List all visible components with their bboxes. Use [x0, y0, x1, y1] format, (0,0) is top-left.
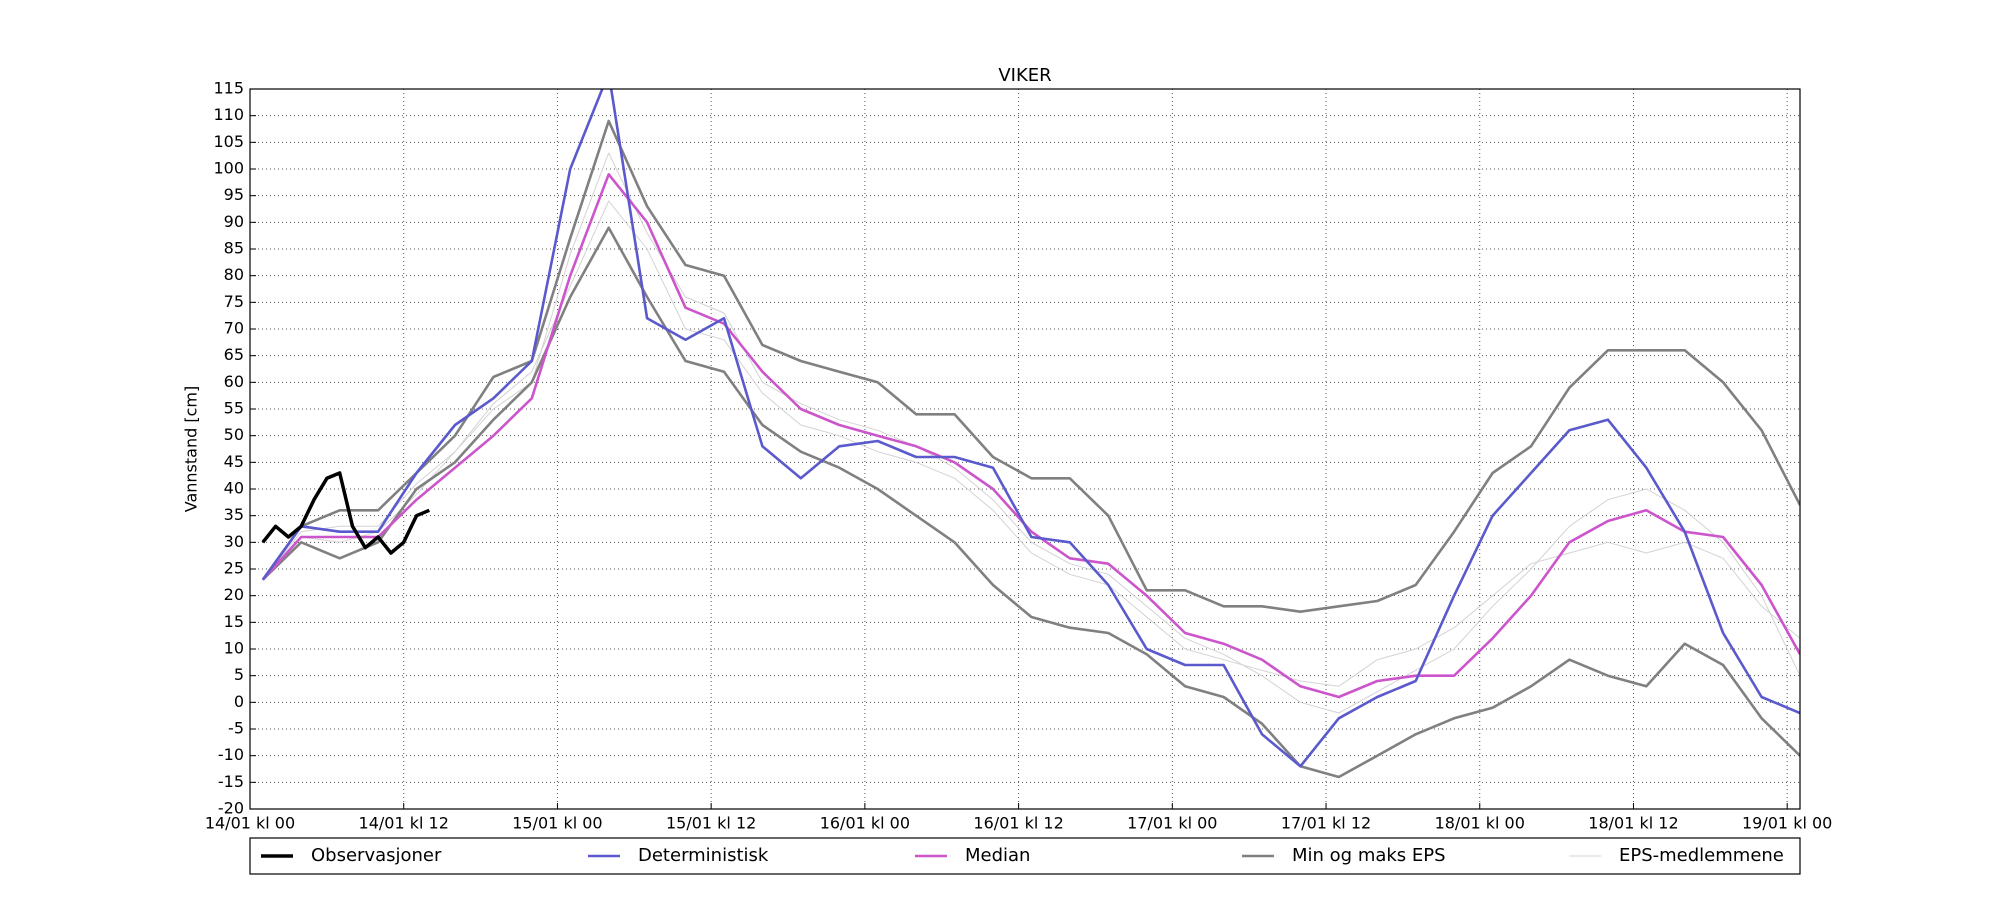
legend-label: EPS-medlemmene [1619, 845, 1784, 866]
y-tick-label: 40 [224, 479, 244, 498]
y-tick-label: 60 [224, 372, 244, 391]
y-tick-label: 80 [224, 265, 244, 284]
y-tick-label: -15 [218, 772, 244, 791]
x-tick-label: 15/01 kl 12 [666, 814, 756, 833]
legend-label: Median [965, 845, 1030, 866]
x-tick-label: 18/01 kl 12 [1588, 814, 1678, 833]
x-tick-label: 15/01 kl 00 [512, 814, 602, 833]
y-tick-label: 25 [224, 559, 244, 578]
plot-frame [249, 88, 1801, 810]
min-line [261, 226, 1800, 779]
y-tick-label: 110 [213, 105, 244, 124]
x-tick-label: 19/01 kl 00 [1742, 814, 1832, 833]
y-tick-label: 35 [224, 505, 244, 524]
y-tick-label: 20 [224, 585, 244, 604]
x-tick-label: 17/01 kl 00 [1127, 814, 1217, 833]
y-tick-label: 85 [224, 239, 244, 258]
y-tick-label: 50 [224, 425, 244, 444]
y-tick-label: 55 [224, 399, 244, 418]
grid [249, 88, 1800, 810]
legend-label: Observasjoner [311, 845, 442, 866]
x-tick-label: 14/01 kl 00 [205, 814, 295, 833]
y-tick-label: -5 [228, 719, 244, 738]
plot [261, 89, 1800, 779]
x-tick-label: 16/01 kl 00 [820, 814, 910, 833]
chart-title: VIKER [998, 65, 1051, 86]
y-tick-label: 70 [224, 319, 244, 338]
series-line [261, 119, 1800, 613]
y-tick-label: 105 [213, 132, 244, 151]
y-tick-label: -10 [218, 745, 244, 764]
y-tick-label: 90 [224, 212, 244, 231]
x-tick-label: 14/01 kl 12 [359, 814, 449, 833]
y-tick-label: 5 [234, 665, 244, 684]
y-tick-label: 65 [224, 345, 244, 364]
ensemble-line [262, 152, 1800, 714]
y-tick-label: 100 [213, 159, 244, 178]
y-tick-label: 95 [224, 185, 244, 204]
series-line [261, 89, 1800, 768]
series-line [261, 173, 1800, 699]
legend-box [249, 837, 1801, 875]
legend-label: Min og maks EPS [1292, 845, 1446, 866]
ensemble-line [262, 200, 1800, 687]
y-axis-label: Vannstand [cm] [182, 386, 201, 512]
x-tick-label: 17/01 kl 12 [1281, 814, 1371, 833]
y-tick-label: 0 [234, 692, 244, 711]
y-tick-label: 45 [224, 452, 244, 471]
y-tick-label: 30 [224, 532, 244, 551]
y-tick-label: -20 [218, 799, 244, 818]
y-tick-label: 10 [224, 639, 244, 658]
y-tick-label: 75 [224, 292, 244, 311]
y-tick-label: 115 [213, 79, 244, 98]
series-line [261, 471, 430, 555]
x-tick-label: 16/01 kl 12 [973, 814, 1063, 833]
y-tick-label: 15 [224, 612, 244, 631]
x-tick-label: 18/01 kl 00 [1435, 814, 1525, 833]
legend-label: Deterministisk [638, 845, 769, 866]
